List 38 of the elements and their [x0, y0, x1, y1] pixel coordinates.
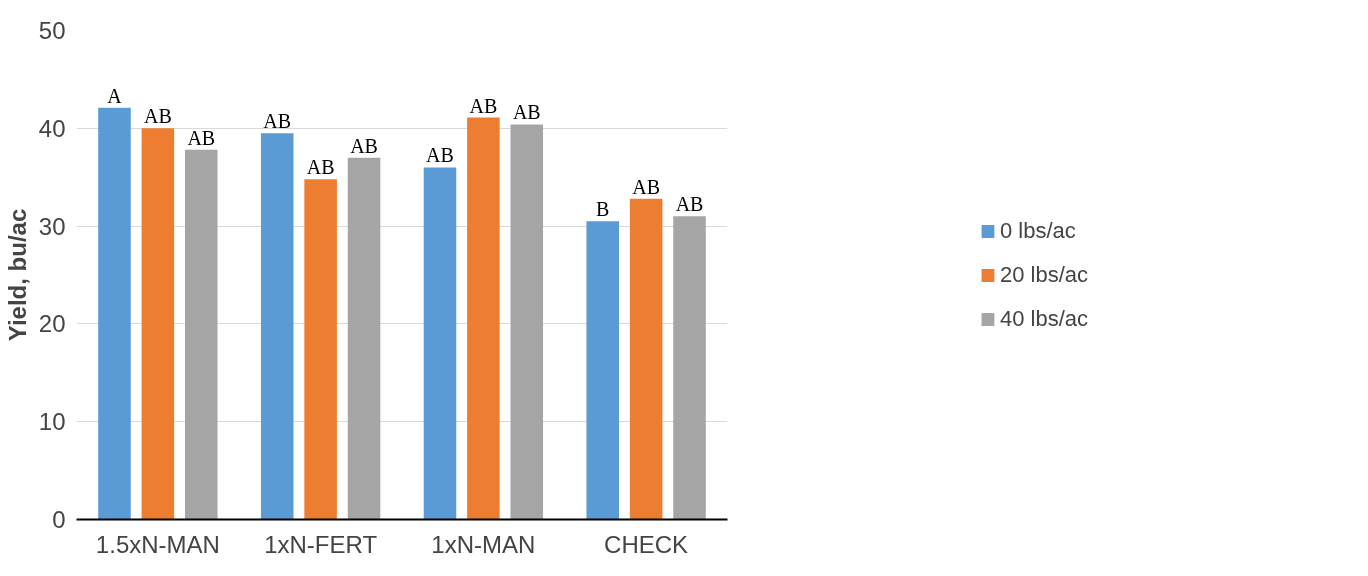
bar: [629, 198, 663, 520]
y-tick-label: 30: [38, 212, 66, 240]
data-label: AB: [632, 175, 661, 198]
bar: [423, 167, 457, 520]
y-tick-label: 0: [52, 506, 66, 533]
legend-label: 40 lbs/ac: [999, 305, 1089, 332]
data-label: AB: [187, 126, 216, 149]
x-tick-label: 1xN-FERT: [264, 530, 378, 558]
y-tick-label: 20: [38, 310, 66, 338]
bar: [673, 216, 706, 520]
data-label: B: [596, 198, 610, 221]
data-label: AB: [350, 134, 378, 157]
y-axis-title: Yield, bu/ac: [3, 208, 31, 342]
y-tick-label: 50: [38, 17, 66, 44]
bar: [586, 221, 619, 520]
bar: [347, 157, 381, 520]
bar: [98, 107, 131, 520]
x-tick-label: 1.5xN-MAN: [95, 530, 220, 558]
data-label: AB: [675, 193, 704, 216]
data-label: AB: [306, 156, 335, 179]
bar: [185, 149, 218, 520]
data-label: AB: [263, 110, 292, 133]
data-label: AB: [512, 101, 541, 124]
data-label: AB: [143, 105, 172, 128]
data-label: AB: [426, 144, 454, 167]
bar: [260, 133, 294, 520]
legend-label: 0 lbs/ac: [999, 217, 1076, 244]
y-tick-label: 40: [38, 114, 66, 142]
y-tick-label: 10: [38, 408, 66, 436]
bar: [510, 124, 544, 520]
bar: [467, 117, 500, 520]
x-tick-label: 1xN-MAN: [431, 530, 536, 558]
data-label: AB: [469, 94, 498, 117]
bar: [141, 128, 175, 520]
x-tick-label: CHECK: [604, 530, 689, 558]
bar: [304, 179, 337, 520]
data-label: A: [107, 84, 123, 107]
legend-label: 20 lbs/ac: [999, 261, 1089, 288]
